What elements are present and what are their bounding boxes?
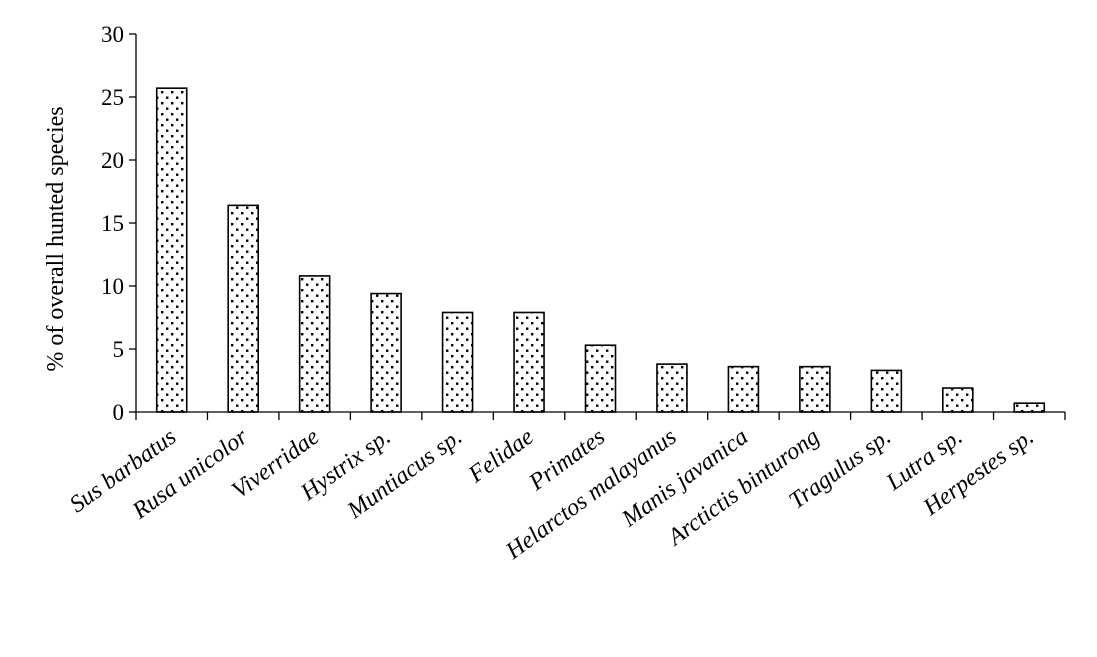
- bars-group: [155, 87, 1046, 413]
- bar-7: [656, 363, 688, 413]
- y-axis-title: % of overall hunted species: [43, 106, 69, 371]
- bar-5: [513, 311, 545, 413]
- bar-2: [298, 275, 331, 413]
- y-tick-label-6: 30: [101, 22, 124, 47]
- bar-8: [727, 365, 760, 413]
- bar-1: [227, 204, 259, 413]
- bar-0: [155, 87, 188, 413]
- y-tick-label-1: 5: [113, 337, 125, 362]
- bar-12: [1013, 402, 1046, 413]
- bar-11: [942, 387, 974, 413]
- bar-3: [370, 292, 402, 413]
- y-tick-label-5: 25: [101, 85, 124, 110]
- bar-10: [870, 369, 903, 413]
- bar-4: [441, 311, 474, 413]
- y-tick-label-2: 10: [101, 274, 124, 299]
- y-tick-label-3: 15: [101, 211, 124, 236]
- y-tick-label-0: 0: [113, 400, 125, 425]
- bar-9: [799, 365, 831, 413]
- y-tick-label-4: 20: [101, 148, 124, 173]
- y-axis: 0 5 10 15 20 25 30: [101, 22, 137, 425]
- bar-6: [584, 344, 617, 413]
